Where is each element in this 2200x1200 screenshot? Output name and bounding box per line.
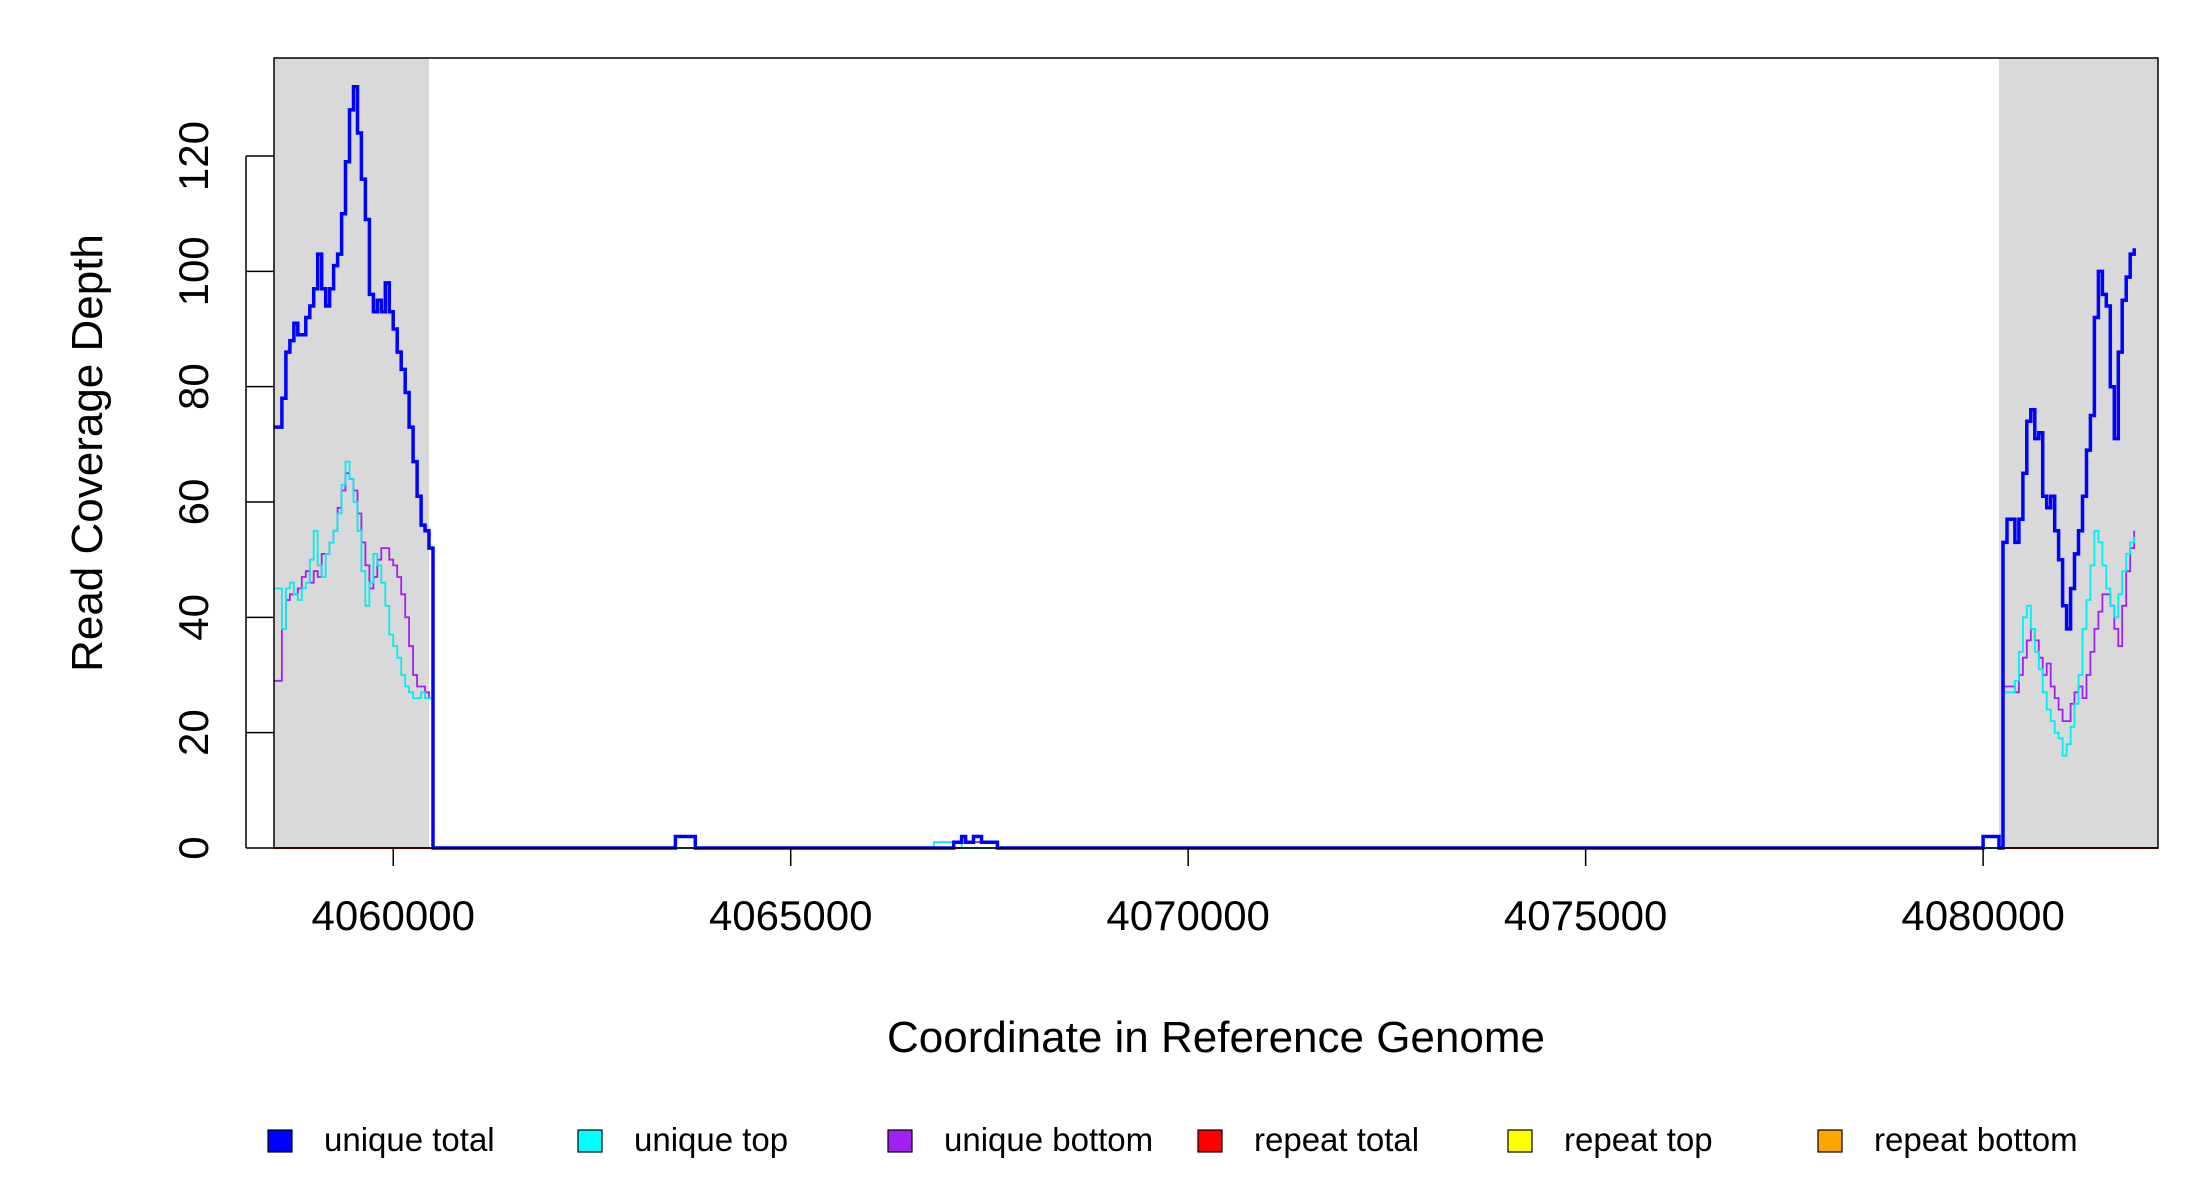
legend-label-unique-top: unique top bbox=[634, 1121, 788, 1158]
y-tick-label: 80 bbox=[170, 363, 217, 410]
y-tick-label: 120 bbox=[170, 121, 217, 191]
x-axis-label: Coordinate in Reference Genome bbox=[887, 1013, 1545, 1062]
y-axis: 0 20 40 60 80 100 120 bbox=[170, 121, 274, 860]
legend-swatch-unique-total bbox=[267, 1129, 293, 1153]
y-tick-label: 40 bbox=[170, 594, 217, 641]
x-tick-label: 4080000 bbox=[1901, 892, 2065, 939]
x-tick-label: 4065000 bbox=[709, 892, 873, 939]
series-line-unique-total bbox=[274, 85, 2136, 850]
legend-swatch-repeat-bottom bbox=[1817, 1129, 1843, 1153]
x-tick-label: 4060000 bbox=[311, 892, 475, 939]
legend-label-repeat-bottom: repeat bottom bbox=[1874, 1121, 2078, 1158]
y-tick-label: 0 bbox=[170, 836, 217, 859]
legend-label-unique-bottom: unique bottom bbox=[944, 1121, 1153, 1158]
series-lines bbox=[274, 85, 2158, 850]
x-tick-label: 4070000 bbox=[1106, 892, 1270, 939]
shaded-regions bbox=[274, 58, 2158, 848]
legend-label-repeat-top: repeat top bbox=[1564, 1121, 1713, 1158]
series-line-unique-top bbox=[274, 460, 2136, 849]
series-line-unique-bottom bbox=[274, 472, 2136, 849]
legend-swatch-unique-top bbox=[577, 1129, 603, 1153]
legend: unique total unique top unique bottom repea… bbox=[267, 1121, 2078, 1158]
y-tick-label: 20 bbox=[170, 709, 217, 756]
shaded-region-1 bbox=[274, 58, 430, 848]
legend-swatch-unique-bottom bbox=[887, 1129, 913, 1153]
x-tick-label: 4075000 bbox=[1504, 892, 1668, 939]
y-tick-label: 60 bbox=[170, 479, 217, 526]
legend-label-repeat-total: repeat total bbox=[1254, 1121, 1419, 1158]
y-axis-label: Read Coverage Depth bbox=[63, 234, 112, 672]
shaded-region-2 bbox=[1999, 58, 2158, 848]
legend-swatch-repeat-top bbox=[1507, 1129, 1533, 1153]
plot-frame bbox=[273, 57, 2159, 849]
x-axis: 4060000 4065000 4070000 4075000 4080000 bbox=[311, 848, 2065, 939]
legend-swatch-repeat-total bbox=[1197, 1129, 1223, 1153]
y-tick-label: 100 bbox=[170, 236, 217, 306]
legend-label-unique-total: unique total bbox=[324, 1121, 495, 1158]
